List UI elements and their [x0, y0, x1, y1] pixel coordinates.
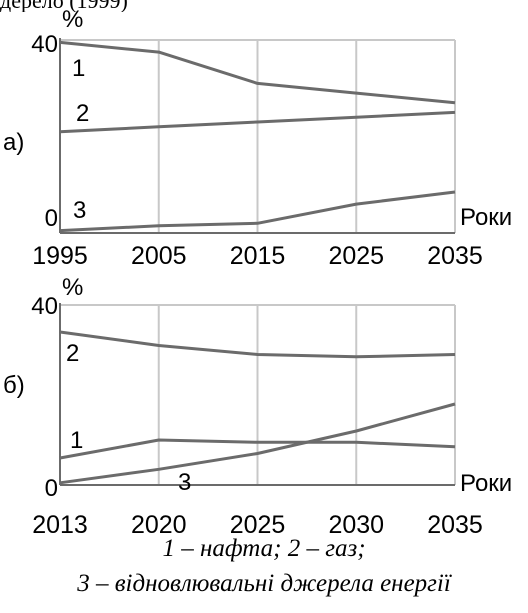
y-tick-label-40: 40: [31, 31, 58, 58]
series-label-1: 1: [70, 427, 83, 454]
legend-caption-line-2: 3 – відновлювальні джерела енергії: [77, 570, 451, 597]
y-axis-label: %: [62, 6, 83, 33]
x-tick-label-2025: 2025: [328, 242, 384, 270]
x-axis-label: Роки: [460, 204, 512, 231]
y-tick-label-40: 40: [31, 293, 58, 320]
series-label-1: 1: [72, 55, 85, 82]
x-tick-label-1995: 1995: [32, 242, 88, 270]
x-tick-label-2035: 2035: [427, 242, 483, 270]
series-line-2: [59, 110, 456, 134]
x-axis-label: Роки: [460, 470, 512, 497]
x-tick-label-2015: 2015: [230, 242, 286, 270]
series-line-1: [59, 438, 456, 460]
series-label-3: 3: [178, 469, 191, 496]
y-axis-label: %: [62, 274, 83, 301]
legend-caption-line-1: 1 – нафта; 2 – газ;: [162, 535, 366, 562]
y-tick-label-0: 0: [45, 205, 58, 232]
series-line-3: [59, 402, 456, 485]
x-tick-label-2025: 2025: [230, 511, 286, 539]
x-tick-label-2005: 2005: [131, 242, 187, 270]
x-tick-label-2013: 2013: [32, 511, 88, 539]
x-tick-label-2035: 2035: [427, 511, 483, 539]
x-tick-label-2030: 2030: [328, 511, 384, 539]
y-tick-label-0: 0: [45, 475, 58, 502]
cropped-heading-text: дерело (1999): [0, 0, 260, 12]
series-line-1: [59, 40, 456, 105]
series-label-2: 2: [66, 340, 79, 367]
series-line-3: [59, 190, 456, 233]
x-tick-label-2020: 2020: [131, 511, 187, 539]
panel-label: а): [3, 129, 24, 156]
series-line-2: [59, 330, 456, 359]
series-label-3: 3: [73, 197, 86, 224]
series-label-2: 2: [76, 100, 89, 127]
panel-label: б): [3, 372, 25, 399]
